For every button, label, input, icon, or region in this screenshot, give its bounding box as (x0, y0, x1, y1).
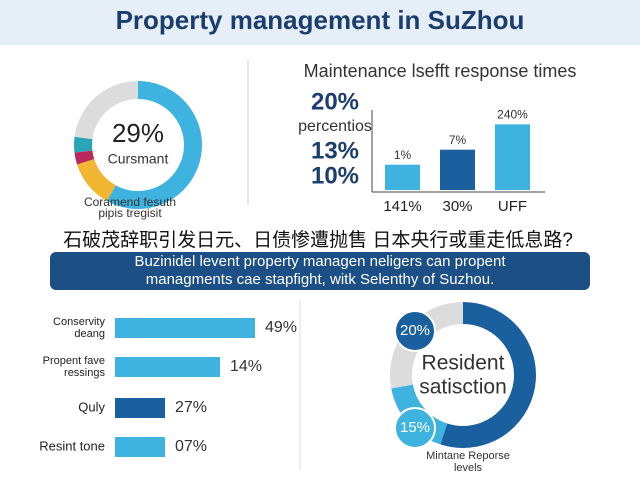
x-tick-label: UFF (498, 198, 527, 215)
side-text: 13% (311, 137, 359, 164)
category-label: Resint tone (39, 438, 105, 453)
donut-caption: Mintane Reporse (426, 450, 510, 462)
bar (385, 164, 420, 190)
header-bg (0, 0, 640, 45)
bar-label: 1% (394, 148, 412, 162)
banner-bg (50, 252, 590, 290)
side-text: 20% (311, 88, 359, 115)
title: Property management in SuZhou (116, 5, 525, 35)
category-label: ressings (64, 367, 105, 379)
bar (440, 149, 475, 190)
donut-label: Cursmant (108, 151, 169, 167)
bar (115, 357, 220, 377)
donut-label: satisction (419, 376, 507, 399)
side-text: percentios (298, 118, 372, 135)
x-tick-label: 30% (442, 198, 472, 215)
side-text: 10% (311, 162, 359, 189)
chart-title: Maintenance lsefft response times (304, 61, 577, 81)
bar-label: 07% (175, 438, 207, 455)
banner-text: Buzinidel levent property managen nelige… (134, 253, 506, 270)
category-label: Conservity (53, 316, 105, 328)
category-label: Propent fave (43, 355, 105, 367)
badge-text: 15% (400, 419, 430, 436)
badge (394, 407, 436, 449)
donut-segment (74, 81, 202, 209)
caption: 石破茂辞职引发日元、日债惨遭抛售 日本央行或重走低息路? (63, 229, 573, 251)
bar (115, 437, 165, 457)
bar-label: 14% (230, 358, 262, 375)
badge-text: 20% (400, 322, 430, 339)
bar-label: 240% (497, 108, 528, 122)
donut-caption: levels (454, 462, 483, 474)
donut-value: 29% (112, 118, 164, 148)
bar-label: 7% (449, 133, 467, 147)
bar-label: 49% (265, 319, 297, 336)
bar (495, 124, 530, 190)
donut-caption: pipis tregisit (98, 206, 162, 220)
donut-label: Resident (422, 352, 505, 375)
bar (115, 318, 255, 338)
donut-caption: Coramend fesuth (84, 195, 176, 209)
badge (394, 310, 436, 352)
banner-text: managments cae stapfight, witk Selenthy … (146, 271, 495, 288)
donut-segment (390, 302, 536, 448)
donut-segment (74, 81, 202, 209)
x-tick-label: 141% (383, 198, 421, 215)
category-label: deang (74, 328, 105, 340)
category-label: Quly (78, 399, 105, 414)
bar-label: 27% (175, 399, 207, 416)
bar (115, 398, 165, 418)
